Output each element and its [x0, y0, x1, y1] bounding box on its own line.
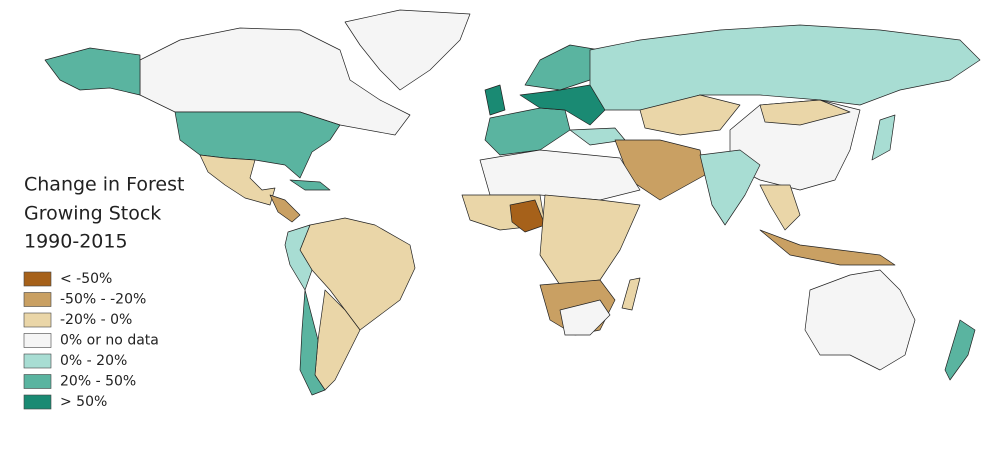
scandinavia [524, 44, 601, 91]
legend-title: 1990-2015 [24, 231, 128, 253]
uk [484, 84, 506, 116]
greenland [344, 9, 471, 91]
south-africa [559, 299, 611, 336]
legend-label: -50% - -20% [60, 292, 146, 308]
legend-swatch [23, 353, 52, 369]
indonesia [759, 229, 896, 266]
central-america [269, 194, 301, 223]
new-zealand [944, 319, 976, 381]
legend-swatch [23, 333, 52, 348]
central-europe [519, 84, 606, 126]
madagascar [621, 277, 641, 311]
southeast-asia [759, 184, 801, 231]
legend-label: 0% - 20% [60, 353, 127, 369]
nigeria [509, 199, 546, 233]
legend-title: Growing Stock [24, 203, 161, 225]
legend-label: -20% - 0% [60, 312, 132, 328]
north-africa [479, 149, 641, 201]
legend-label: 0% or no data [60, 333, 159, 349]
russia [589, 24, 981, 111]
legend-swatch [23, 374, 52, 389]
legend-label: < -50% [60, 271, 112, 287]
legend-title: Change in Forest [24, 174, 184, 196]
brazil [299, 217, 416, 331]
caribbean [289, 179, 331, 191]
alaska [44, 47, 141, 96]
legend: Change in Forest Growing Stock 1990-2015… [23, 174, 184, 410]
legend-swatch [23, 292, 52, 307]
peru [284, 224, 313, 291]
legend-swatch [23, 394, 52, 410]
world-map [44, 9, 981, 396]
central-africa [539, 194, 641, 286]
kazakhstan [639, 94, 741, 136]
india [699, 149, 761, 226]
japan [871, 114, 896, 161]
australia [804, 269, 916, 371]
legend-swatch [23, 271, 52, 287]
legend-label: > 50% [60, 394, 107, 410]
mexico [199, 154, 276, 206]
west-europe [484, 107, 571, 156]
usa [174, 111, 341, 179]
mongolia [759, 99, 851, 126]
legend-label: 20% - 50% [60, 374, 136, 390]
legend-swatch [23, 312, 52, 328]
chile [299, 289, 326, 396]
